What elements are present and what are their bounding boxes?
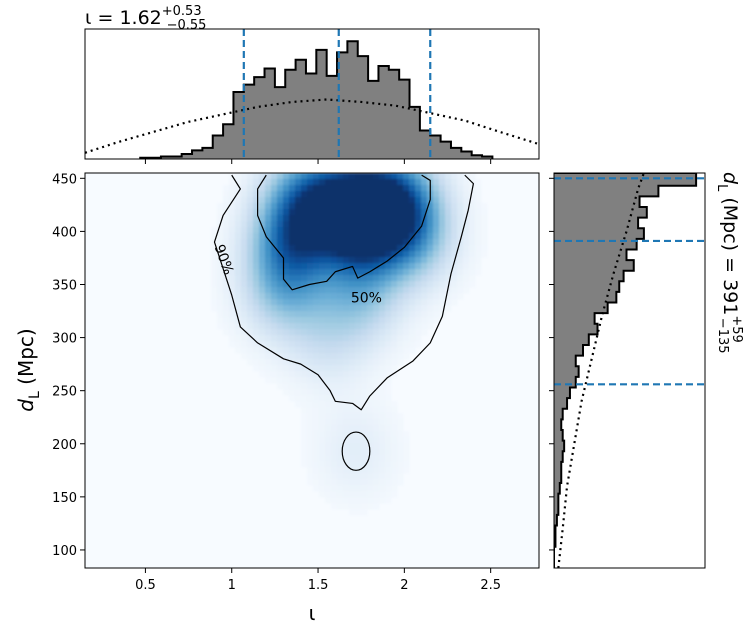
right-y-ticks	[549, 177, 554, 551]
joint-x-ticks: 0.5 1 1.5 2 2.5	[135, 568, 501, 593]
density-heatmap	[211, 173, 488, 516]
right-quantile-lines	[554, 177, 705, 386]
y-tick-label-4: 300	[52, 332, 77, 347]
right-panel-frame	[553, 172, 706, 569]
top-marginal-panel: ι = 1.62+0.53 −0.55	[84, 4, 540, 164]
right-posterior-histogram	[554, 173, 698, 568]
y-axis-label: dL (Mpc)	[14, 328, 43, 411]
right-title: dL (Mpc) = 391+59−135	[714, 172, 744, 354]
x-tick-label-0: 0.5	[135, 578, 156, 593]
joint-panel-frame	[84, 172, 540, 569]
x-axis-label: ι	[309, 601, 316, 625]
y-tick-label-5: 350	[52, 278, 77, 293]
right-marginal-panel: dL (Mpc) = 391+59−135	[549, 172, 744, 569]
top-title: ι = 1.62+0.53 −0.55	[85, 4, 206, 33]
top-x-ticks	[144, 159, 492, 164]
y-tick-label-3: 250	[52, 385, 77, 400]
y-tick-label-2: 200	[52, 438, 77, 453]
contour-island	[341, 431, 371, 471]
credible-contours	[213, 174, 475, 471]
y-tick-label-0: 100	[52, 544, 77, 559]
contour-0	[213, 174, 475, 411]
top-posterior-histogram	[139, 40, 494, 159]
top-panel-frame	[84, 28, 540, 160]
y-tick-label-6: 400	[52, 225, 77, 240]
contour-1	[257, 174, 431, 291]
x-tick-label-4: 2.5	[480, 578, 501, 593]
right-prior-curve	[557, 173, 645, 568]
top-prior-curve	[85, 98, 539, 154]
y-tick-label-1: 150	[52, 491, 77, 506]
x-tick-label-2: 1.5	[308, 578, 329, 593]
joint-y-ticks: 100 150 200 250 300 350 400 450	[52, 172, 85, 559]
y-tick-label-7: 450	[52, 172, 77, 187]
contour-label-1: 50%	[351, 291, 382, 307]
x-tick-label-3: 2	[400, 578, 408, 593]
x-tick-label-1: 1	[228, 578, 236, 593]
